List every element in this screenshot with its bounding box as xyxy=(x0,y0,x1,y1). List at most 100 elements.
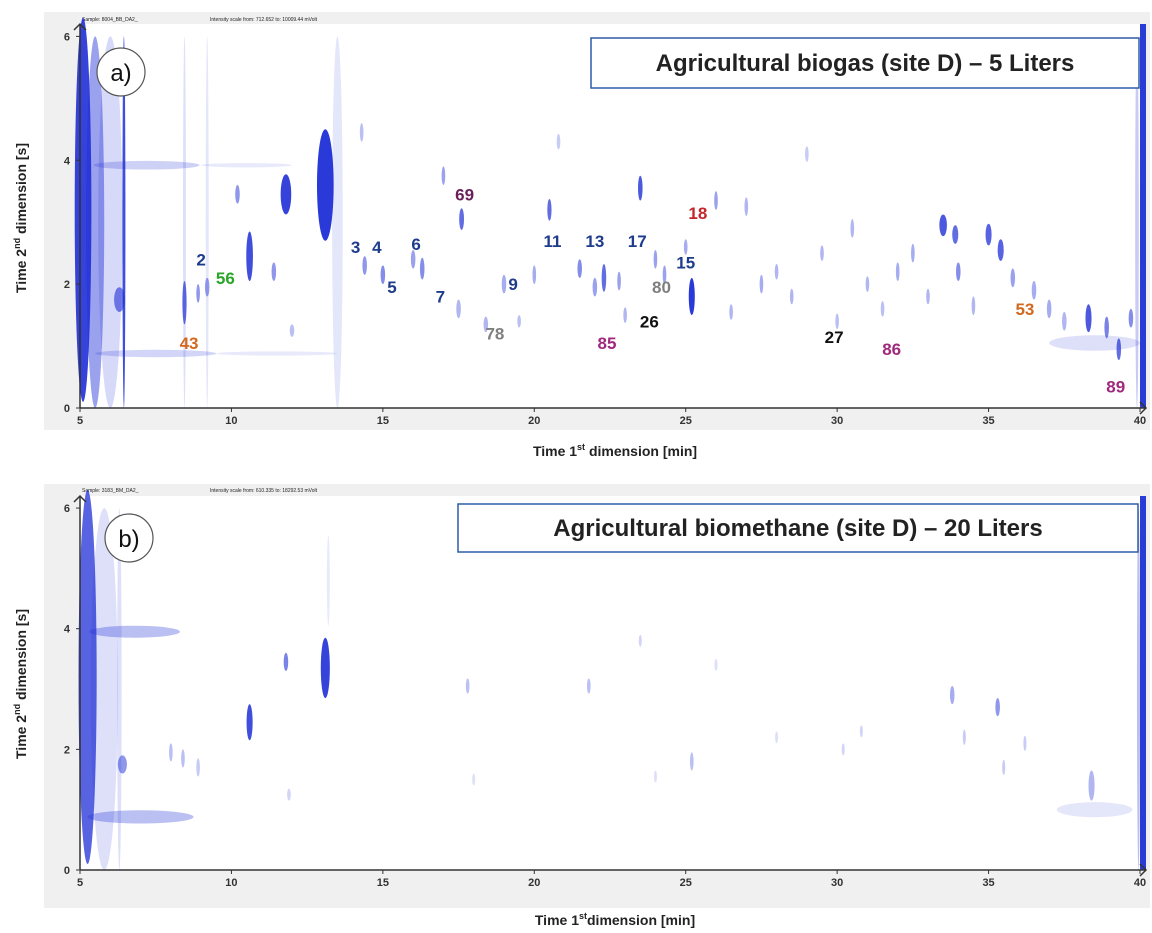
y-axis-title-a: Time 2nd dimension [s] xyxy=(12,143,29,293)
x-tick-label-b-4: 25 xyxy=(680,877,692,889)
peak-b-2 xyxy=(117,508,122,870)
chromatogram-panel-a: Sample: 8004_BB_DA2_ Intensity scale fro… xyxy=(12,12,1150,459)
peak-b-4 xyxy=(87,810,194,824)
peak-a-23 xyxy=(380,265,386,285)
color-scale-bar-b xyxy=(1140,496,1146,870)
peak-a-4 xyxy=(93,160,200,170)
peak-a-65 xyxy=(997,239,1004,261)
compound-label-a-1: 56 xyxy=(216,269,235,288)
chart-title-b: Agricultural biomethane (site D) – 20 Li… xyxy=(553,515,1042,542)
peak-a-21 xyxy=(359,123,364,142)
peak-a-57 xyxy=(895,262,900,282)
x-tick-label-b-1: 10 xyxy=(225,877,237,889)
y-tick-label-a-2: 4 xyxy=(64,155,71,167)
peak-a-61 xyxy=(952,225,959,244)
x-ticks-b: 5 10 15 20 25 30 35 40 xyxy=(77,870,1146,889)
intensity-header-b: Intensity scale from: 610.335 to: 18292.… xyxy=(210,488,318,494)
peak-b-5 xyxy=(117,755,127,774)
peak-a-53 xyxy=(835,313,839,330)
peaks-group-a xyxy=(74,17,1140,408)
intensity-header-a: Intensity scale from: 712.652 to: 10009.… xyxy=(210,17,318,23)
x-tick-label-b-2: 15 xyxy=(377,877,389,889)
peak-a-27 xyxy=(459,208,465,230)
peak-a-38 xyxy=(617,271,621,291)
x-tick-label-a-0: 5 xyxy=(77,415,83,427)
compound-label-a-14: 17 xyxy=(628,232,647,251)
compound-label-a-11: 11 xyxy=(543,232,561,251)
y-tick-label-b-3: 6 xyxy=(64,503,70,515)
y-tick-label-b-2: 4 xyxy=(64,624,71,636)
peak-b-26 xyxy=(995,698,1000,717)
compound-label-a-8: 69 xyxy=(455,185,474,204)
peak-a-50 xyxy=(789,288,794,305)
panel-label-a: a) xyxy=(110,60,131,87)
peak-a-31 xyxy=(517,315,521,328)
panel-label-b: b) xyxy=(118,526,139,553)
peak-a-55 xyxy=(865,276,870,292)
y-axis-arrow-a xyxy=(73,22,87,31)
peak-a-60 xyxy=(939,214,947,237)
x-tick-label-b-7: 40 xyxy=(1134,877,1146,889)
peak-a-40 xyxy=(638,175,643,201)
compound-label-a-7: 7 xyxy=(436,288,445,307)
y-tick-label-b-0: 0 xyxy=(64,865,70,877)
compound-label-a-18: 18 xyxy=(688,204,707,223)
peak-b-6 xyxy=(169,743,173,762)
peak-a-73 xyxy=(1128,308,1134,328)
compound-label-a-2: 43 xyxy=(180,334,199,353)
peak-b-16 xyxy=(586,678,591,694)
peak-a-71 xyxy=(1104,316,1109,339)
peak-b-18 xyxy=(653,770,657,783)
x-tick-label-a-4: 25 xyxy=(680,415,692,427)
peak-a-41 xyxy=(653,250,658,269)
peak-a-7 xyxy=(216,351,338,356)
x-tick-label-a-2: 15 xyxy=(377,415,389,427)
peak-b-28 xyxy=(1023,735,1027,751)
compound-label-a-15: 80 xyxy=(652,278,671,297)
peak-a-24 xyxy=(410,250,416,269)
x-tick-label-a-3: 20 xyxy=(528,415,540,427)
panel-label-circle-a xyxy=(96,47,146,97)
peak-a-30 xyxy=(501,274,507,294)
x-axis-title-a: Time 1st dimension [min] xyxy=(533,442,697,459)
compound-label-a-17: 15 xyxy=(676,253,695,272)
compound-label-a-4: 4 xyxy=(372,238,382,257)
peak-a-0 xyxy=(74,17,92,402)
peak-a-66 xyxy=(1010,268,1016,288)
y-tick-label-a-3: 6 xyxy=(64,31,70,43)
peak-b-23 xyxy=(859,725,863,738)
peak-b-10 xyxy=(283,652,289,671)
x-axis-title-pre-b: Time 1 xyxy=(535,912,579,928)
compound-label-a-5: 6 xyxy=(411,235,420,254)
compound-label-a-6: 5 xyxy=(387,278,396,297)
peak-b-7 xyxy=(181,749,185,768)
peak-b-20 xyxy=(714,658,718,671)
peak-b-1 xyxy=(90,508,118,870)
peak-b-0 xyxy=(78,489,97,864)
x-axis-title-sup-a: st xyxy=(577,442,585,452)
peak-a-17 xyxy=(280,174,292,215)
peak-a-52 xyxy=(820,245,824,261)
peak-a-62 xyxy=(956,262,961,282)
compound-label-a-21: 53 xyxy=(1015,300,1034,319)
peak-a-18 xyxy=(289,324,295,337)
peak-a-46 xyxy=(729,304,733,320)
peak-a-58 xyxy=(911,243,915,263)
peak-a-12 xyxy=(205,36,209,408)
peak-a-25 xyxy=(419,257,425,280)
x-axis-arrow-b xyxy=(1139,863,1148,877)
peak-a-9 xyxy=(182,281,187,325)
peak-a-2 xyxy=(98,36,123,408)
peak-b-21 xyxy=(775,731,779,744)
peak-a-43 xyxy=(688,277,695,316)
peak-a-1 xyxy=(86,36,105,408)
x-tick-label-b-6: 35 xyxy=(982,877,994,889)
peak-b-11 xyxy=(287,788,291,801)
compound-label-a-22: 89 xyxy=(1106,377,1125,396)
peak-a-5 xyxy=(201,163,292,168)
peak-a-54 xyxy=(850,219,855,238)
compound-label-a-20: 86 xyxy=(882,340,901,359)
x-tick-label-b-0: 5 xyxy=(77,877,83,889)
peak-b-9 xyxy=(246,704,253,741)
peak-a-44 xyxy=(683,239,688,255)
